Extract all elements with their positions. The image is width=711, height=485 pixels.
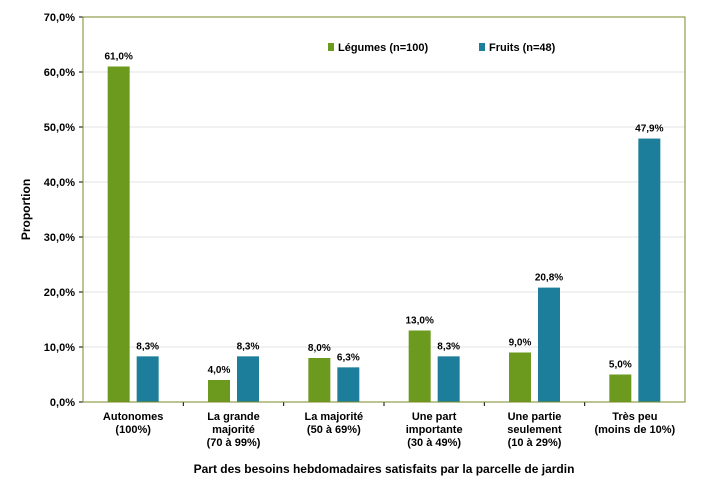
- bar: [638, 138, 661, 403]
- x-tick-label: La majorité (50 à 69%): [304, 411, 363, 436]
- data-label: 61,0%: [104, 52, 132, 63]
- data-labels: 61,0% 8,3% 4,0% 8,3% 8,0% 6,3% 13,0% 8,3% 9,0% 20…: [104, 52, 663, 377]
- bar: [437, 356, 460, 402]
- bar: [408, 330, 431, 402]
- legend-swatch: [328, 43, 334, 51]
- x-tick-label: La grande majorité (70 à 99%): [207, 411, 261, 449]
- bar: [237, 356, 259, 402]
- data-label: 9,0%: [509, 338, 532, 349]
- data-label: 47,9%: [635, 124, 663, 135]
- bar: [509, 352, 531, 402]
- data-label: 4,0%: [208, 365, 231, 376]
- plot-frame: [82, 16, 686, 403]
- y-tick-label: 60,0%: [44, 67, 75, 79]
- bar: [208, 380, 230, 402]
- legend-label: Fruits (n=48): [489, 42, 556, 54]
- legend-swatch: [479, 43, 485, 51]
- x-tick-label: Une part importante (30 à 49%): [406, 411, 463, 449]
- data-label: 13,0%: [405, 316, 433, 327]
- data-label: 8,3%: [437, 341, 460, 352]
- x-tick-label: Une partie seulement (10 à 29%): [507, 411, 562, 449]
- x-axis-title: Part des besoins hebdomadaires satisfait…: [194, 462, 575, 476]
- y-tick-label: 40,0%: [44, 177, 75, 189]
- y-tick-label: 30,0%: [44, 232, 75, 244]
- y-tick-label: 50,0%: [44, 122, 75, 134]
- bar: [337, 367, 360, 402]
- data-label: 20,8%: [535, 273, 563, 284]
- y-tick-label: 20,0%: [44, 287, 75, 299]
- data-label: 5,0%: [609, 360, 632, 371]
- data-label: 8,3%: [237, 341, 260, 352]
- y-axis-ticks: 0,0% 10,0% 20,0% 30,0% 40,0% 50,0% 60,0% 70,0%: [44, 12, 83, 409]
- bars: [107, 66, 661, 403]
- data-label: 8,0%: [308, 343, 331, 354]
- y-tick-label: 0,0%: [50, 397, 75, 409]
- data-label: 8,3%: [136, 341, 159, 352]
- x-tick-label: Autonomes (100%): [103, 411, 164, 436]
- gridlines: [83, 71, 685, 348]
- data-label: 6,3%: [337, 352, 360, 363]
- legend-label: Légumes (n=100): [338, 42, 429, 54]
- bar: [136, 356, 159, 402]
- bar: [107, 66, 130, 402]
- bar: [308, 358, 331, 402]
- x-axis-ticks: Autonomes (100%) La grande majorité (70 à 99…: [103, 402, 676, 449]
- y-tick-label: 10,0%: [44, 342, 75, 354]
- bar: [609, 374, 632, 402]
- y-tick-label: 70,0%: [44, 12, 75, 24]
- bar: [538, 287, 560, 402]
- legend: Légumes (n=100) Fruits (n=48): [328, 42, 556, 54]
- x-tick-label: Très peu (moins de 10%): [594, 411, 675, 436]
- y-axis-title: Proportion: [19, 179, 33, 240]
